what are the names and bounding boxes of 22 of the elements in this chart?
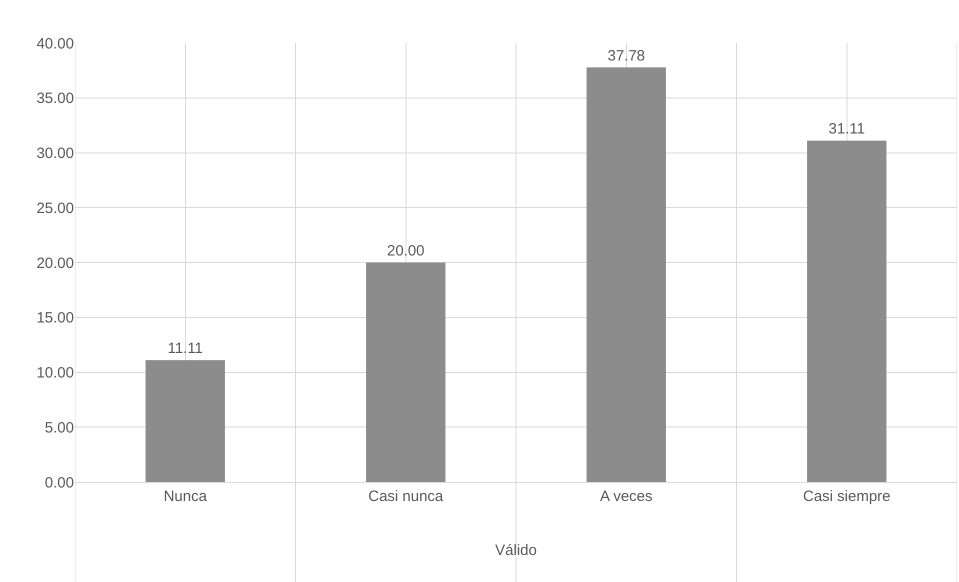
y-tick-label: 0.00 [44,474,74,492]
data-label: 37.78 [607,47,646,64]
bar [807,140,886,482]
data-label: 11.11 [168,340,203,358]
y-tick-label: 35.00 [36,90,74,108]
data-label: 31.11 [828,120,865,138]
y-tick-label: 20.00 [36,254,74,272]
bar [366,262,446,482]
y-tick-label: 15.00 [36,310,74,327]
y-tick-label: 30.00 [36,145,74,162]
bar [586,67,666,482]
x-tick-label: Casi nunca [368,488,444,505]
y-tick-label: 40.00 [36,35,74,52]
y-tick-label: 25.00 [36,200,74,217]
bar [146,360,225,482]
data-label: 20.00 [386,242,425,260]
x-tick-label: Casi siempre [802,488,891,505]
x-tick-label: A veces [600,488,653,505]
x-axis-title: Válido [495,542,537,559]
x-tick-label: Nunca [164,488,208,505]
y-tick-label: 5.00 [44,419,74,436]
y-tick-label: 10.00 [36,364,74,382]
